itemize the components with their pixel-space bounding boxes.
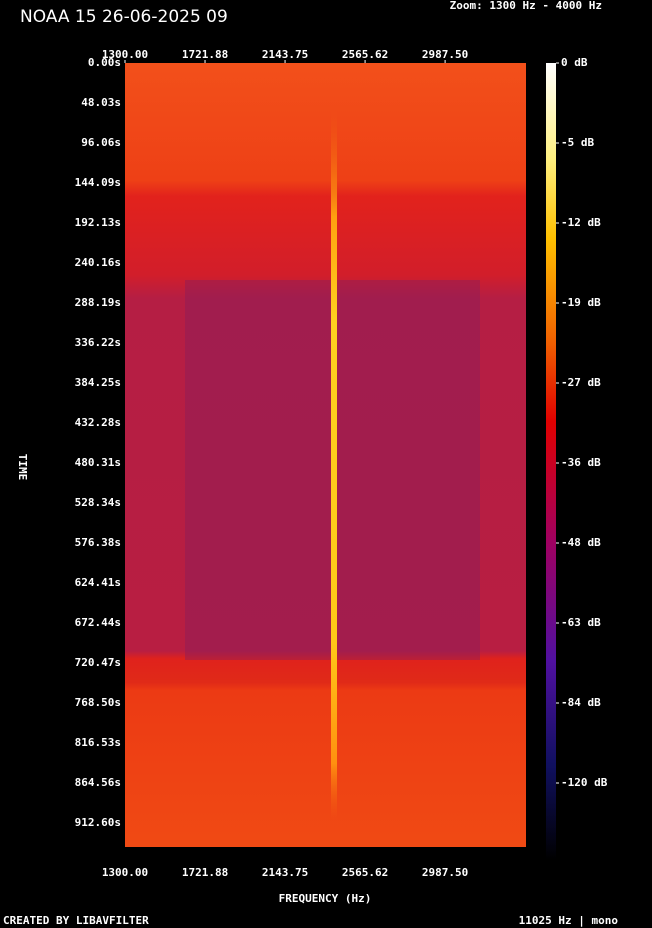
y-tick-label: 624.41s [75,576,121,589]
y-tick-label: 384.25s [75,376,121,389]
y-tick-label: 0.00s [88,56,121,69]
footer-left: CREATED BY LIBAVFILTER [3,914,149,927]
x-tick-label: 1300.00 [102,48,148,61]
x-tick-label: 2987.50 [422,866,468,879]
colorbar-tick-label: -63 dB [561,616,601,629]
y-tick-label: 336.22s [75,336,121,349]
x-tick-label: 1721.88 [182,48,228,61]
x-tick-label: 2565.62 [342,866,388,879]
y-tick-label: 528.34s [75,496,121,509]
y-tick-label: 480.31s [75,456,121,469]
colorbar-tick-label: -48 dB [561,536,601,549]
y-tick-label: 816.53s [75,736,121,749]
x-tick-label: 2143.75 [262,48,308,61]
y-tick-label: 576.38s [75,536,121,549]
y-tick-label: 144.09s [75,176,121,189]
colorbar [546,63,556,860]
y-axis-label: TIME [16,454,29,481]
y-tick-label: 432.28s [75,416,121,429]
colorbar-tick-label: -12 dB [561,216,601,229]
colorbar-tick-label: 0 dB [561,56,588,69]
spectrogram-gap [125,847,526,863]
colorbar-tick-label: -19 dB [561,296,601,309]
footer-right: 11025 Hz | mono [519,914,619,927]
y-tick-label: 864.56s [75,776,121,789]
colorbar-tick-label: -27 dB [561,376,601,389]
y-tick-label: 768.50s [75,696,121,709]
y-tick-label: 240.16s [75,256,121,269]
colorbar-tick-label: -84 dB [561,696,601,709]
y-tick-label: 192.13s [75,216,121,229]
y-tick-label: 48.03s [81,96,121,109]
y-tick-label: 288.19s [75,296,121,309]
x-tick-label: 2143.75 [262,866,308,879]
x-tick-label: 1300.00 [102,866,148,879]
x-tick-label: 2565.62 [342,48,388,61]
y-tick-label: 912.60s [75,816,121,829]
x-tick-label: 2987.50 [422,48,468,61]
y-tick-label: 96.06s [81,136,121,149]
colorbar-tick-label: -5 dB [561,136,594,149]
spectrogram [125,63,526,847]
x-axis-label: FREQUENCY (Hz) [279,892,372,905]
x-tick-label: 1721.88 [182,866,228,879]
colorbar-tick-label: -36 dB [561,456,601,469]
y-tick-label: 672.44s [75,616,121,629]
subtitle: Zoom: 1300 Hz - 4000 Hz [450,0,602,12]
chart-title: NOAA 15 26-06-2025 09 [20,7,228,27]
colorbar-tick-label: -120 dB [561,776,608,789]
y-tick-label: 720.47s [75,656,121,669]
signal-trace [331,110,337,820]
